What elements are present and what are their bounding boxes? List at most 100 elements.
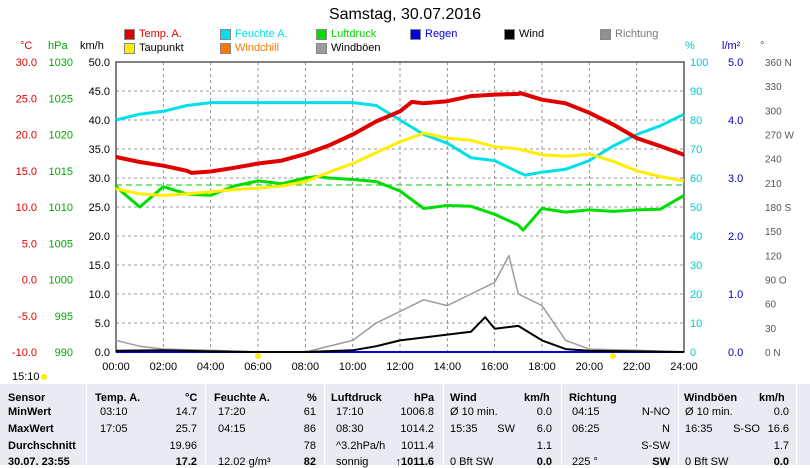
- percent-tick-label: 90: [690, 86, 702, 98]
- pressure-time: sonnig: [336, 456, 369, 468]
- header-pressure-unit: hPa: [414, 392, 435, 404]
- rain-tick-label: 5.0: [728, 57, 743, 69]
- time-tick-label: 12:00: [386, 361, 414, 373]
- legend-item: Regen: [410, 28, 457, 40]
- legend-swatch: [124, 42, 135, 54]
- humidity-time: 12.02 g/m³: [218, 456, 271, 468]
- sunrise-marker-icon: [255, 353, 261, 359]
- kmh-unit: km/h: [80, 40, 104, 52]
- direction-tick-label: 0 N: [765, 348, 781, 359]
- header-gust: Windböen: [684, 392, 738, 404]
- rain-tick-label: 2.0: [728, 231, 743, 243]
- celsius-tick-label: -5.0: [18, 311, 37, 323]
- legend-label: Windchill: [235, 42, 280, 54]
- pressure-time: 08:30: [336, 423, 364, 435]
- series-line-temp-a: [115, 91, 685, 175]
- row-label: MinWert: [8, 406, 52, 418]
- col-separator: [443, 384, 444, 465]
- direction-value: N: [662, 423, 670, 435]
- wind-value: 0.0: [536, 456, 552, 468]
- time-tick-label: 06:00: [244, 361, 272, 373]
- legend-swatch: [220, 28, 231, 40]
- hpa-tick-label: 1030: [49, 57, 73, 69]
- time-tick-label: 24:00: [670, 361, 698, 373]
- gust-time: Ø 10 min.: [685, 406, 733, 418]
- legend-item: Luftdruck: [316, 28, 376, 40]
- percent-tick-label: 50: [690, 202, 702, 214]
- legend-swatch: [600, 28, 611, 40]
- wind-value: 6.0: [536, 423, 552, 435]
- celsius-tick-label: 0.0: [22, 275, 37, 287]
- rain-tick-label: 3.0: [728, 173, 743, 185]
- sun-icon: [41, 374, 47, 380]
- celsius-tick-label: 15.0: [16, 166, 37, 178]
- direction-tick-label: 120: [765, 251, 782, 262]
- chart-title: Samstag, 30.07.2016: [328, 6, 482, 23]
- header-gust-unit: km/h: [759, 392, 785, 404]
- header-humidity: Feuchte A.: [214, 392, 270, 404]
- temp-value: 17.2: [175, 456, 197, 468]
- direction-tick-label: 360 N: [765, 58, 792, 69]
- temp-value: 25.7: [175, 423, 197, 435]
- direction-tick-label: 60: [765, 300, 777, 311]
- series-line-taupunkt: [115, 131, 685, 197]
- direction-tick-label: 270 W: [765, 131, 794, 142]
- legend-label: Wind: [519, 28, 545, 40]
- wind-direction: SW: [497, 423, 515, 435]
- legend-swatch: [316, 28, 327, 40]
- hpa-tick-label: 995: [55, 311, 73, 323]
- percent-tick-label: 30: [690, 260, 702, 272]
- percent-unit: %: [685, 40, 695, 52]
- legend-item: Wind: [504, 28, 544, 40]
- legend-item: Richtung: [600, 28, 658, 40]
- direction-tick-label: 240: [765, 155, 782, 166]
- legend-label: Taupunkt: [139, 42, 184, 54]
- legend-label: Feuchte A.: [235, 28, 288, 40]
- gust-value: 0.0: [773, 456, 789, 468]
- legend-item: Taupunkt: [124, 42, 184, 54]
- hpa-tick-label: 1000: [49, 275, 73, 287]
- wind-value: 1.1: [536, 440, 552, 452]
- header-sensor: Sensor: [8, 392, 46, 404]
- header-humidity-unit: %: [307, 392, 317, 404]
- wind-value: 0.0: [536, 406, 552, 418]
- time-tick-label: 20:00: [576, 361, 604, 373]
- celsius-tick-label: 10.0: [16, 202, 37, 214]
- direction-tick-label: 300: [765, 106, 782, 117]
- temp-value: 14.7: [175, 406, 197, 418]
- celsius-tick-label: 20.0: [16, 130, 37, 142]
- hpa-unit: hPa: [48, 40, 68, 52]
- time-tick-label: 02:00: [150, 361, 178, 373]
- legend-swatch: [124, 28, 135, 40]
- wind-time: 0 Bft SW: [450, 456, 494, 468]
- hpa-tick-label: 1010: [49, 202, 73, 214]
- direction-time: 225 °: [572, 456, 598, 468]
- temp-value: 19.96: [169, 440, 197, 452]
- col-separator: [561, 384, 562, 465]
- percent-tick-label: 20: [690, 289, 702, 301]
- gust-time: 16:35: [685, 423, 713, 435]
- humidity-value: 78: [303, 440, 316, 452]
- gust-time: 0 Bft SW: [685, 456, 729, 468]
- sunset-marker-icon: [610, 353, 616, 359]
- stats-table: Sensor Temp. A. °C Feuchte A. % Luftdruc…: [0, 384, 810, 468]
- percent-tick-label: 80: [690, 115, 702, 127]
- temp-time: 17:05: [100, 423, 128, 435]
- col-separator: [86, 384, 87, 465]
- series-line-feuchte-a: [115, 101, 685, 177]
- direction-tick-label: 30: [765, 324, 777, 335]
- hpa-tick-label: 1020: [49, 130, 73, 142]
- hpa-tick-label: 1025: [49, 93, 73, 105]
- legend-swatch: [410, 28, 421, 40]
- legend-label: Regen: [425, 28, 458, 40]
- kmh-tick-label: 0.0: [95, 347, 110, 359]
- kmh-tick-label: 50.0: [89, 57, 110, 69]
- sunrise-time: 15:10: [12, 371, 40, 383]
- direction-time: 06:25: [572, 423, 600, 435]
- humidity-value: 86: [303, 423, 316, 435]
- degree-unit: °: [760, 40, 765, 52]
- humidity-value: 61: [303, 406, 316, 418]
- time-tick-label: 22:00: [623, 361, 651, 373]
- direction-tick-label: 150: [765, 227, 782, 238]
- kmh-tick-label: 30.0: [89, 173, 110, 185]
